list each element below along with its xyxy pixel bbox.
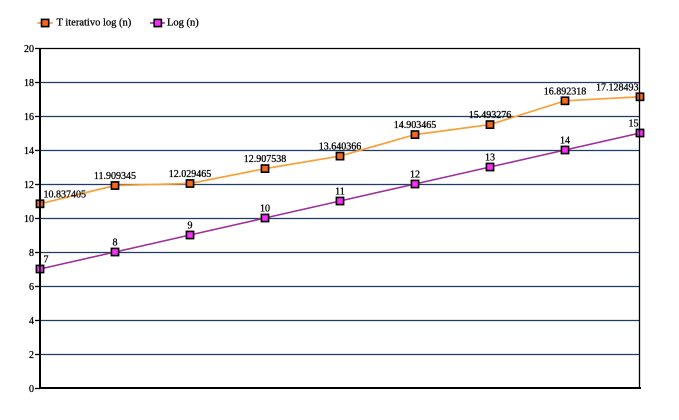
svg-text:0: 0 [29,384,34,395]
svg-text:20: 20 [24,44,34,55]
svg-text:12.029465: 12.029465 [169,169,212,180]
svg-text:T iterativo log (n): T iterativo log (n) [57,17,132,28]
svg-text:10: 10 [24,214,34,225]
svg-text:8: 8 [29,248,34,259]
svg-text:14: 14 [24,146,34,157]
svg-text:15.493276: 15.493276 [469,110,512,121]
svg-text:18: 18 [24,78,34,89]
svg-text:9: 9 [188,221,193,232]
svg-text:14.903465: 14.903465 [394,120,437,131]
svg-text:12: 12 [410,170,420,181]
svg-text:6: 6 [29,282,34,293]
svg-text:13.640366: 13.640366 [319,142,362,153]
svg-text:14: 14 [560,136,570,147]
svg-text:8: 8 [113,238,118,249]
svg-text:12: 12 [24,180,34,191]
svg-text:11.909345: 11.909345 [94,171,136,182]
svg-text:4: 4 [29,316,34,327]
svg-text:16: 16 [24,112,34,123]
svg-text:Log (n): Log (n) [167,17,199,28]
svg-text:7: 7 [44,255,49,266]
svg-text:15: 15 [629,119,639,130]
svg-text:11: 11 [335,187,345,198]
svg-text:16.892318: 16.892318 [544,86,587,97]
svg-text:10: 10 [260,204,270,215]
svg-text:17.128493: 17.128493 [596,82,639,93]
svg-text:12.907538: 12.907538 [244,154,287,165]
svg-text:10.837405: 10.837405 [44,189,87,200]
svg-text:13: 13 [485,153,495,164]
svg-text:2: 2 [29,350,34,361]
